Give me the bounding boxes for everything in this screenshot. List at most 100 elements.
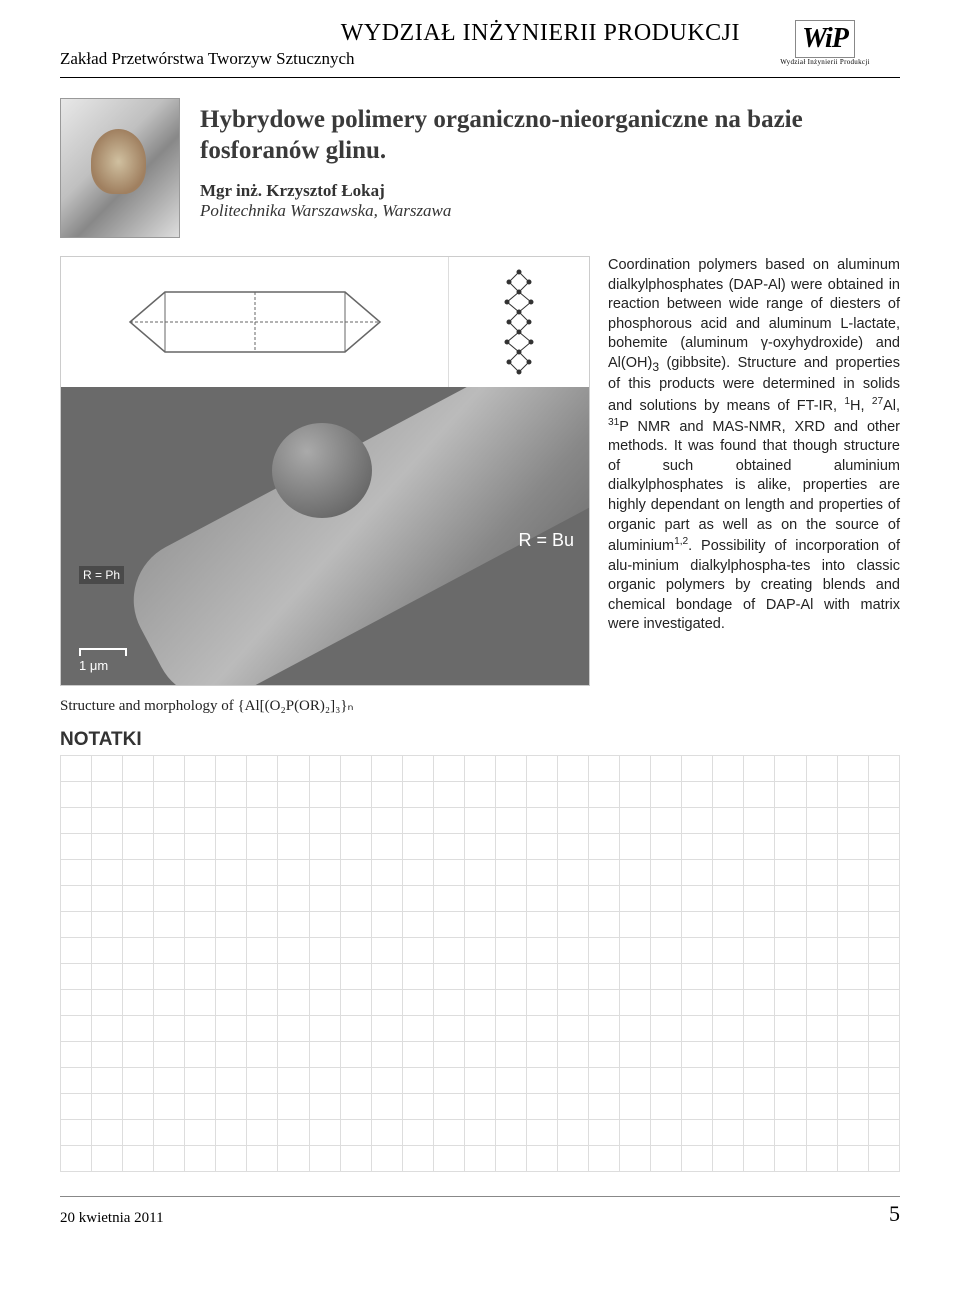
notes-cell bbox=[558, 1042, 589, 1068]
notes-cell bbox=[775, 1016, 806, 1042]
notes-cell bbox=[495, 860, 526, 886]
notes-cell bbox=[433, 860, 464, 886]
notes-cell bbox=[526, 860, 557, 886]
notes-cell bbox=[589, 912, 620, 938]
notes-cell bbox=[713, 990, 744, 1016]
notes-cell bbox=[340, 834, 371, 860]
notes-cell bbox=[713, 964, 744, 990]
notes-cell bbox=[868, 938, 899, 964]
notes-cell bbox=[185, 938, 216, 964]
notes-cell bbox=[464, 912, 495, 938]
abstract-text: Coordination polymers based on aluminum … bbox=[608, 256, 900, 715]
notes-cell bbox=[216, 834, 247, 860]
notes-cell bbox=[340, 990, 371, 1016]
notes-cell bbox=[464, 860, 495, 886]
notes-cell bbox=[309, 808, 340, 834]
notes-cell bbox=[247, 808, 278, 834]
notes-cell bbox=[154, 1068, 185, 1094]
notes-cell bbox=[806, 1068, 837, 1094]
notes-cell bbox=[589, 990, 620, 1016]
notes-cell bbox=[154, 886, 185, 912]
notes-cell bbox=[61, 1094, 92, 1120]
notes-cell bbox=[713, 1120, 744, 1146]
notes-cell bbox=[775, 938, 806, 964]
notes-cell bbox=[61, 1146, 92, 1172]
notes-cell bbox=[61, 1016, 92, 1042]
notes-cell bbox=[216, 1120, 247, 1146]
notes-cell bbox=[495, 938, 526, 964]
notes-cell bbox=[620, 1068, 651, 1094]
notes-cell bbox=[651, 912, 682, 938]
article-title: Hybrydowe polimery organiczno-nieorganic… bbox=[200, 104, 900, 167]
notes-cell bbox=[247, 1016, 278, 1042]
notes-cell bbox=[620, 860, 651, 886]
notes-cell bbox=[402, 964, 433, 990]
notes-cell bbox=[526, 912, 557, 938]
notes-cell bbox=[278, 886, 309, 912]
notes-cell bbox=[713, 938, 744, 964]
notes-cell bbox=[744, 1068, 775, 1094]
notes-cell bbox=[558, 886, 589, 912]
notes-cell bbox=[92, 782, 123, 808]
notes-cell bbox=[744, 1146, 775, 1172]
notes-cell bbox=[185, 1042, 216, 1068]
notes-cell bbox=[806, 860, 837, 886]
notes-cell bbox=[340, 782, 371, 808]
notes-cell bbox=[61, 912, 92, 938]
notes-cell bbox=[744, 782, 775, 808]
logo-subtitle: Wydział Inżynierii Produkcji bbox=[750, 58, 900, 66]
figure-composite: R = Bu R = Ph 1 μm bbox=[60, 256, 590, 686]
notes-cell bbox=[309, 860, 340, 886]
notes-cell bbox=[744, 964, 775, 990]
notes-cell bbox=[868, 1016, 899, 1042]
notes-cell bbox=[309, 990, 340, 1016]
notes-cell bbox=[589, 1146, 620, 1172]
notes-cell bbox=[61, 860, 92, 886]
notes-cell bbox=[433, 990, 464, 1016]
notes-cell bbox=[806, 1146, 837, 1172]
notes-cell bbox=[775, 860, 806, 886]
notes-cell bbox=[123, 834, 154, 860]
notes-cell bbox=[713, 1094, 744, 1120]
notes-cell bbox=[589, 964, 620, 990]
notes-cell bbox=[837, 938, 868, 964]
notes-cell bbox=[123, 1120, 154, 1146]
notes-cell bbox=[433, 1094, 464, 1120]
notes-cell bbox=[433, 912, 464, 938]
notes-cell bbox=[682, 782, 713, 808]
notes-cell bbox=[61, 808, 92, 834]
notes-cell bbox=[371, 912, 402, 938]
notes-heading: NOTATKI bbox=[60, 729, 900, 751]
notes-cell bbox=[278, 834, 309, 860]
notes-cell bbox=[620, 912, 651, 938]
notes-cell bbox=[402, 912, 433, 938]
notes-cell bbox=[61, 886, 92, 912]
notes-cell bbox=[92, 1042, 123, 1068]
notes-cell bbox=[464, 1042, 495, 1068]
notes-cell bbox=[402, 834, 433, 860]
notes-cell bbox=[464, 808, 495, 834]
notes-cell bbox=[278, 1094, 309, 1120]
notes-cell bbox=[278, 782, 309, 808]
notes-cell bbox=[526, 1094, 557, 1120]
notes-cell bbox=[92, 1120, 123, 1146]
notes-cell bbox=[154, 990, 185, 1016]
notes-cell bbox=[216, 912, 247, 938]
notes-cell bbox=[247, 1146, 278, 1172]
notes-cell bbox=[526, 886, 557, 912]
notes-cell bbox=[185, 808, 216, 834]
author-name: Mgr inż. Krzysztof Łokaj bbox=[200, 181, 900, 201]
notes-cell bbox=[744, 886, 775, 912]
notes-cell bbox=[309, 964, 340, 990]
notes-cell bbox=[495, 1016, 526, 1042]
notes-cell bbox=[247, 990, 278, 1016]
crystal-diagram bbox=[61, 257, 449, 387]
notes-cell bbox=[558, 964, 589, 990]
notes-cell bbox=[402, 860, 433, 886]
notes-cell bbox=[185, 964, 216, 990]
notes-cell bbox=[620, 782, 651, 808]
notes-cell bbox=[123, 964, 154, 990]
notes-cell bbox=[526, 756, 557, 782]
notes-cell bbox=[185, 860, 216, 886]
notes-cell bbox=[340, 886, 371, 912]
